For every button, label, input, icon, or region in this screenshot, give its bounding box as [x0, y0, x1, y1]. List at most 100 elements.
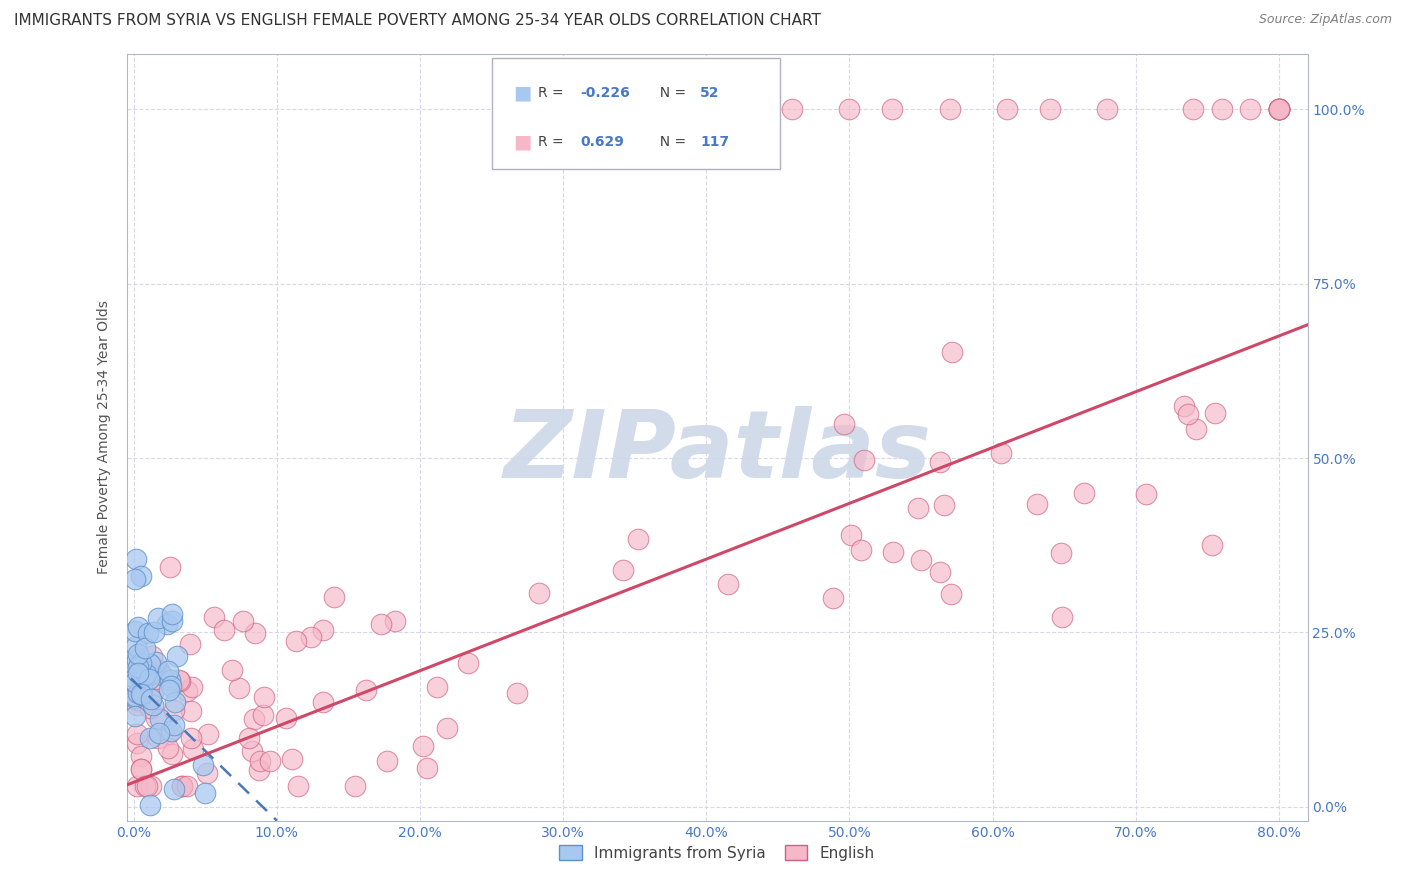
- Point: [141, 648, 163, 663]
- Point: [228, 681, 250, 695]
- Point: [170, 779, 193, 793]
- Point: [238, 731, 260, 745]
- Point: [253, 690, 276, 704]
- Point: [180, 680, 202, 694]
- Point: [129, 657, 152, 671]
- Point: [156, 741, 179, 756]
- Point: [159, 673, 181, 687]
- Point: [312, 623, 335, 637]
- Point: [1039, 103, 1062, 117]
- Point: [1268, 103, 1291, 117]
- Point: [370, 617, 392, 632]
- Point: [179, 637, 201, 651]
- Point: [135, 779, 157, 793]
- Point: [312, 695, 335, 709]
- Legend: Immigrants from Syria, English: Immigrants from Syria, English: [553, 838, 882, 867]
- Point: [127, 647, 149, 661]
- Point: [125, 639, 148, 653]
- Point: [127, 652, 149, 666]
- Point: [717, 577, 740, 591]
- Point: [221, 663, 243, 677]
- Point: [139, 657, 162, 671]
- Point: [127, 779, 149, 793]
- Text: R =: R =: [538, 136, 568, 150]
- Y-axis label: Female Poverty Among 25-34 Year Olds: Female Poverty Among 25-34 Year Olds: [97, 300, 111, 574]
- Point: [160, 747, 183, 761]
- Point: [1095, 103, 1118, 117]
- Point: [127, 665, 149, 680]
- Point: [124, 690, 146, 704]
- Point: [191, 758, 214, 772]
- Point: [939, 586, 962, 600]
- Point: [1268, 103, 1291, 117]
- Point: [160, 723, 183, 738]
- Point: [131, 680, 153, 694]
- Point: [135, 667, 157, 681]
- Point: [138, 672, 160, 686]
- Text: IMMIGRANTS FROM SYRIA VS ENGLISH FEMALE POVERTY AMONG 25-34 YEAR OLDS CORRELATIO: IMMIGRANTS FROM SYRIA VS ENGLISH FEMALE …: [14, 13, 821, 29]
- Point: [163, 782, 186, 797]
- Point: [180, 704, 202, 718]
- Point: [176, 779, 198, 793]
- Point: [882, 103, 904, 117]
- Point: [1050, 546, 1073, 560]
- Point: [183, 741, 205, 756]
- Point: [145, 656, 167, 670]
- Point: [1268, 103, 1291, 117]
- Point: [125, 736, 148, 750]
- Point: [148, 726, 170, 740]
- Point: [929, 565, 952, 579]
- Text: 0.629: 0.629: [581, 136, 624, 150]
- Point: [240, 744, 263, 758]
- Point: [457, 656, 479, 670]
- Point: [149, 712, 172, 726]
- Point: [136, 626, 159, 640]
- Point: [159, 560, 181, 574]
- Point: [281, 752, 304, 766]
- Point: [415, 761, 437, 775]
- Point: [129, 749, 152, 764]
- Point: [910, 552, 932, 566]
- Point: [299, 631, 322, 645]
- Point: [1268, 103, 1291, 117]
- Text: Source: ZipAtlas.com: Source: ZipAtlas.com: [1258, 13, 1392, 27]
- Point: [194, 786, 217, 800]
- Point: [157, 682, 180, 697]
- Point: [1268, 103, 1291, 117]
- Point: [323, 590, 346, 604]
- Text: N =: N =: [651, 136, 690, 150]
- Point: [274, 711, 297, 725]
- Point: [134, 641, 156, 656]
- Point: [249, 754, 271, 768]
- Point: [1050, 610, 1073, 624]
- Point: [124, 709, 146, 723]
- Point: [180, 731, 202, 746]
- Point: [138, 668, 160, 682]
- Point: [1073, 486, 1095, 500]
- Point: [142, 698, 165, 712]
- Point: [990, 446, 1012, 460]
- Point: [1204, 406, 1226, 420]
- Point: [375, 754, 398, 768]
- Point: [780, 103, 803, 117]
- Point: [247, 763, 270, 777]
- Point: [1211, 103, 1233, 117]
- Point: [195, 766, 218, 780]
- Text: N =: N =: [651, 87, 690, 100]
- Point: [156, 617, 179, 632]
- Point: [143, 672, 166, 686]
- Point: [1239, 103, 1261, 117]
- Point: [1201, 538, 1223, 552]
- Point: [1026, 497, 1049, 511]
- Point: [197, 727, 219, 741]
- Point: [127, 659, 149, 673]
- Point: [995, 103, 1018, 117]
- Point: [172, 779, 194, 793]
- Point: [284, 633, 307, 648]
- Point: [1135, 487, 1157, 501]
- Point: [176, 684, 198, 698]
- Point: [1268, 103, 1291, 117]
- Point: [938, 103, 960, 117]
- Point: [343, 779, 366, 793]
- Text: -0.226: -0.226: [581, 87, 630, 100]
